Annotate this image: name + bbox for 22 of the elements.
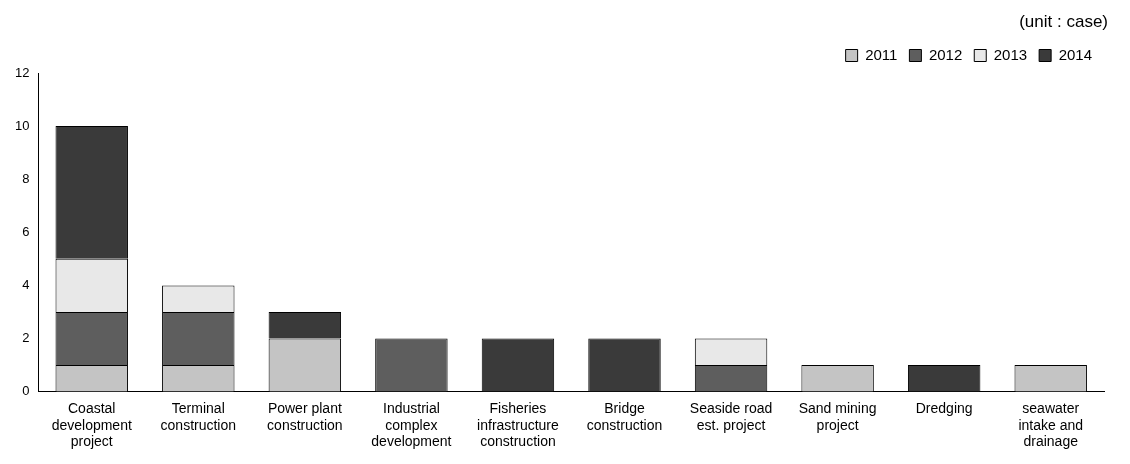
- y-tick-label: 12: [14, 64, 30, 80]
- x-tick-label: Terminal construction: [160, 399, 237, 433]
- x-tick-label: Bridge construction: [586, 399, 663, 433]
- legend-label: 2013: [993, 45, 1028, 63]
- legend-label: 2012: [928, 45, 963, 63]
- x-tick-label: Power plant construction: [267, 399, 343, 433]
- text: (unit : case): [1019, 12, 1108, 32]
- legend-label: 2011: [865, 45, 898, 63]
- y-tick-label: 6: [22, 223, 30, 239]
- y-tick-label: 2: [22, 330, 30, 346]
- y-tick-label: 4: [22, 276, 30, 292]
- x-tick-label: seawater intake and drainage: [1018, 399, 1084, 450]
- x-tick-label: Coastal development project: [51, 399, 132, 450]
- x-tick-label: Fisheries infrastructure construction: [477, 399, 560, 450]
- legend-label: 2014: [1058, 45, 1093, 63]
- y-tick-label: 0: [22, 383, 30, 399]
- x-tick-label: Industrial complex development: [371, 399, 452, 450]
- x-tick-label: Sand mining project: [798, 399, 877, 433]
- x-tick-label: Dredging: [915, 399, 973, 416]
- y-tick-label: 10: [14, 117, 30, 133]
- y-tick-label: 8: [22, 170, 30, 186]
- x-tick-label: Seaside road est. project: [689, 399, 773, 433]
